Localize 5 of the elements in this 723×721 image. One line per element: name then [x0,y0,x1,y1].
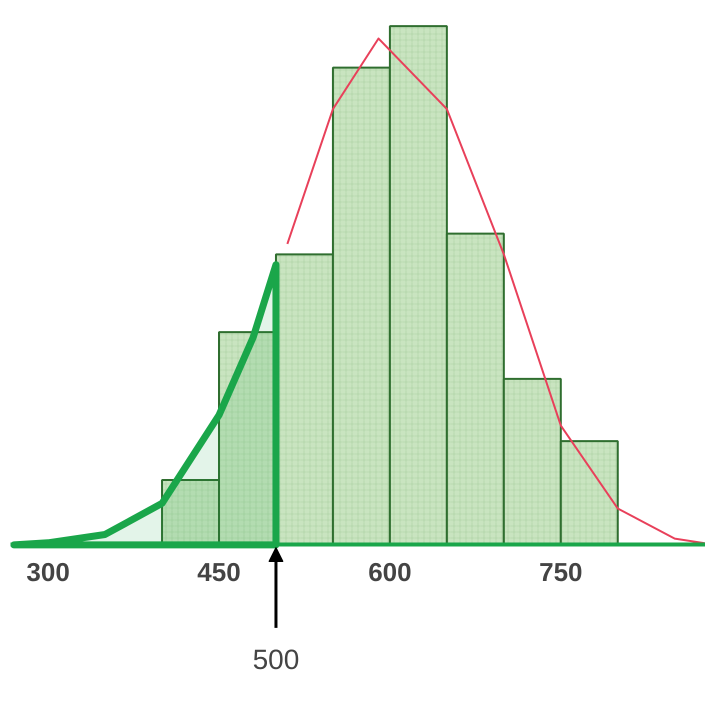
x-tick-label: 300 [26,556,70,587]
x-tick-label: 450 [197,556,241,587]
x-tick-label: 600 [368,556,412,587]
x-tick-label: 750 [539,556,583,587]
annotation: 500 [252,644,300,675]
